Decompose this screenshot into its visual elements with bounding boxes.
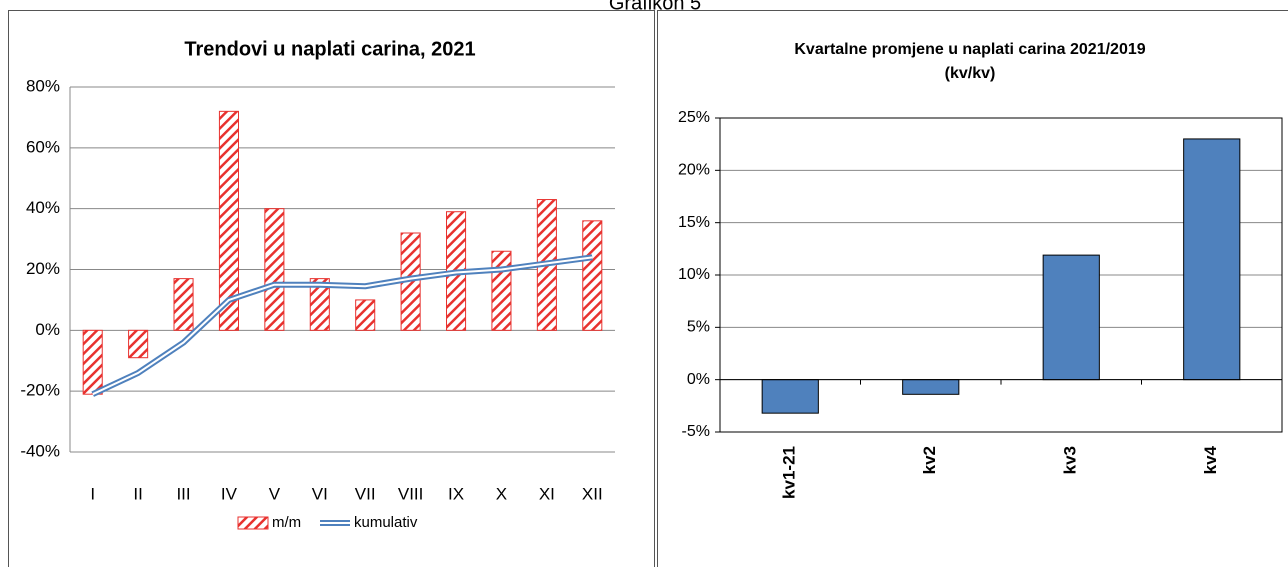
y-tick-label: 80% xyxy=(26,76,60,95)
y-tick-label: 20% xyxy=(678,162,710,179)
x-tick-label: XII xyxy=(582,484,603,503)
bar xyxy=(218,110,239,331)
bar xyxy=(1042,254,1100,381)
bar xyxy=(902,379,960,395)
x-tick-label: II xyxy=(133,484,142,503)
chart-title: Trendovi u naplati carina, 2021 xyxy=(184,38,475,60)
x-tick-label: I xyxy=(90,484,95,503)
x-tick-label: V xyxy=(269,484,281,503)
y-tick-label: -40% xyxy=(20,441,60,460)
plot-frame xyxy=(719,117,1283,433)
bar xyxy=(1183,138,1241,381)
y-tick-label: 10% xyxy=(678,266,710,283)
x-tick-label: III xyxy=(176,484,190,503)
x-tick-label: IV xyxy=(221,484,238,503)
bar xyxy=(128,329,149,359)
legend-label: kumulativ xyxy=(354,514,418,531)
legend-swatch xyxy=(237,516,269,530)
y-tick-label: 15% xyxy=(678,214,710,231)
x-tick-label: IX xyxy=(448,484,464,503)
bar xyxy=(264,208,285,331)
chart-subtitle: (kv/kv) xyxy=(945,65,996,82)
y-tick-label: 0% xyxy=(687,371,710,388)
line-inner xyxy=(92,256,593,396)
x-tick-label: kv2 xyxy=(920,446,939,474)
y-tick-label: -5% xyxy=(682,423,710,440)
bar xyxy=(491,250,512,331)
x-tick-label: VI xyxy=(312,484,328,503)
bar xyxy=(582,220,603,331)
chart-title: Kvartalne promjene u naplati carina 2021… xyxy=(794,41,1145,58)
left-frame xyxy=(8,10,655,567)
y-tick-label: -20% xyxy=(20,381,60,400)
line xyxy=(91,254,593,397)
y-tick-label: 5% xyxy=(687,319,710,336)
y-tick-label: 40% xyxy=(26,198,60,217)
x-tick-label: XI xyxy=(539,484,555,503)
y-tick-label: 20% xyxy=(26,259,60,278)
x-tick-label: VIII xyxy=(398,484,424,503)
bar xyxy=(173,278,194,331)
y-tick-label: 25% xyxy=(678,109,710,126)
bar xyxy=(761,379,819,414)
right-frame xyxy=(657,10,1288,567)
heading: Grafikon 5 xyxy=(609,0,701,14)
bar xyxy=(355,299,376,331)
x-tick-label: X xyxy=(496,484,507,503)
x-tick-label: kv3 xyxy=(1061,446,1080,474)
bar xyxy=(82,329,103,395)
legend-label: m/m xyxy=(272,514,301,531)
y-tick-label: 60% xyxy=(26,137,60,156)
x-tick-label: VII xyxy=(355,484,376,503)
bar xyxy=(309,278,330,331)
y-tick-label: 0% xyxy=(35,320,60,339)
x-tick-label: kv4 xyxy=(1201,445,1220,474)
x-tick-label: kv1-21 xyxy=(780,446,799,499)
